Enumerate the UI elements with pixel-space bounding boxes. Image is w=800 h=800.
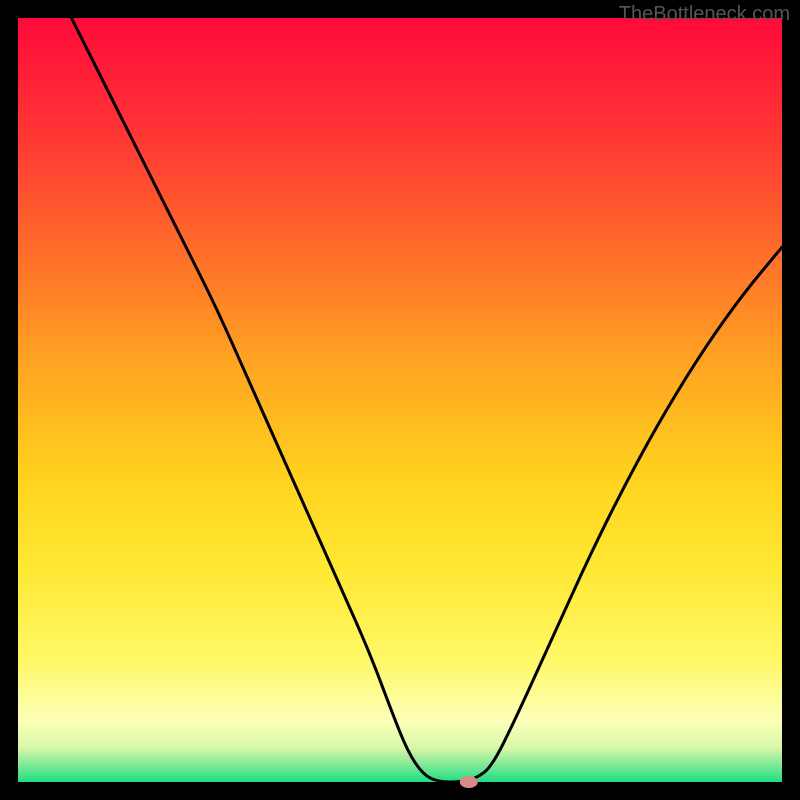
chart-container: TheBottleneck.com xyxy=(0,0,800,800)
optimal-point-marker xyxy=(460,776,478,788)
bottleneck-chart xyxy=(0,0,800,800)
plot-background xyxy=(18,18,782,782)
attribution-label: TheBottleneck.com xyxy=(619,3,790,26)
